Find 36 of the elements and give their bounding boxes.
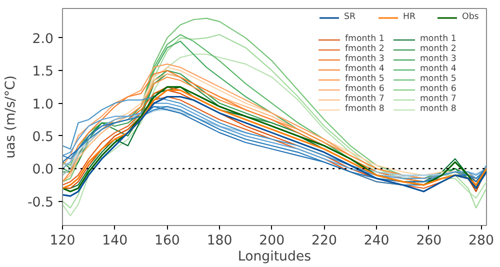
x-tick-label: 180 bbox=[206, 234, 232, 248]
legend-label: Obs bbox=[462, 12, 480, 22]
y-axis-title: uas (m/s/°C) bbox=[3, 75, 18, 159]
legend-label: month 2 bbox=[420, 44, 458, 54]
legend-label: fmonth 7 bbox=[345, 94, 386, 104]
legend-label: fmonth 8 bbox=[345, 104, 386, 114]
legend-label: month 8 bbox=[420, 104, 458, 114]
legend-label: month 6 bbox=[420, 84, 458, 94]
x-tick-label: 200 bbox=[259, 234, 285, 248]
legend-label: month 1 bbox=[420, 34, 458, 44]
y-tick-label: 0.0 bbox=[32, 162, 54, 178]
legend-label: fmonth 1 bbox=[345, 34, 386, 44]
legend-label: HR bbox=[403, 12, 417, 22]
y-tick-label: 0.5 bbox=[32, 130, 54, 145]
y-tick-label: 1.5 bbox=[32, 64, 54, 80]
x-tick-label: 280 bbox=[468, 234, 494, 248]
y-tick-label: -0.5 bbox=[27, 195, 54, 210]
x-tick-label: 220 bbox=[312, 234, 337, 248]
x-axis-title: Longitudes bbox=[238, 250, 312, 264]
y-tick-label: 1.0 bbox=[32, 97, 54, 112]
legend-label: month 5 bbox=[420, 74, 458, 84]
legend-label: fmonth 5 bbox=[345, 74, 386, 84]
legend-label: fmonth 4 bbox=[345, 64, 386, 74]
legend-label: fmonth 2 bbox=[345, 44, 386, 54]
x-tick-label: 260 bbox=[416, 234, 442, 248]
legend-label: fmonth 6 bbox=[345, 84, 386, 94]
legend-label: month 7 bbox=[420, 94, 458, 104]
legend-label: month 3 bbox=[420, 54, 458, 64]
legend-label: fmonth 3 bbox=[345, 54, 386, 64]
x-tick-label: 160 bbox=[154, 234, 180, 248]
x-tick-label: 240 bbox=[364, 234, 390, 248]
legend-label: month 4 bbox=[420, 64, 458, 74]
y-tick-label: 2.0 bbox=[32, 32, 54, 47]
legend-label: SR bbox=[344, 12, 357, 22]
x-tick-label: 140 bbox=[102, 234, 128, 248]
x-tick-label: 120 bbox=[50, 234, 76, 248]
